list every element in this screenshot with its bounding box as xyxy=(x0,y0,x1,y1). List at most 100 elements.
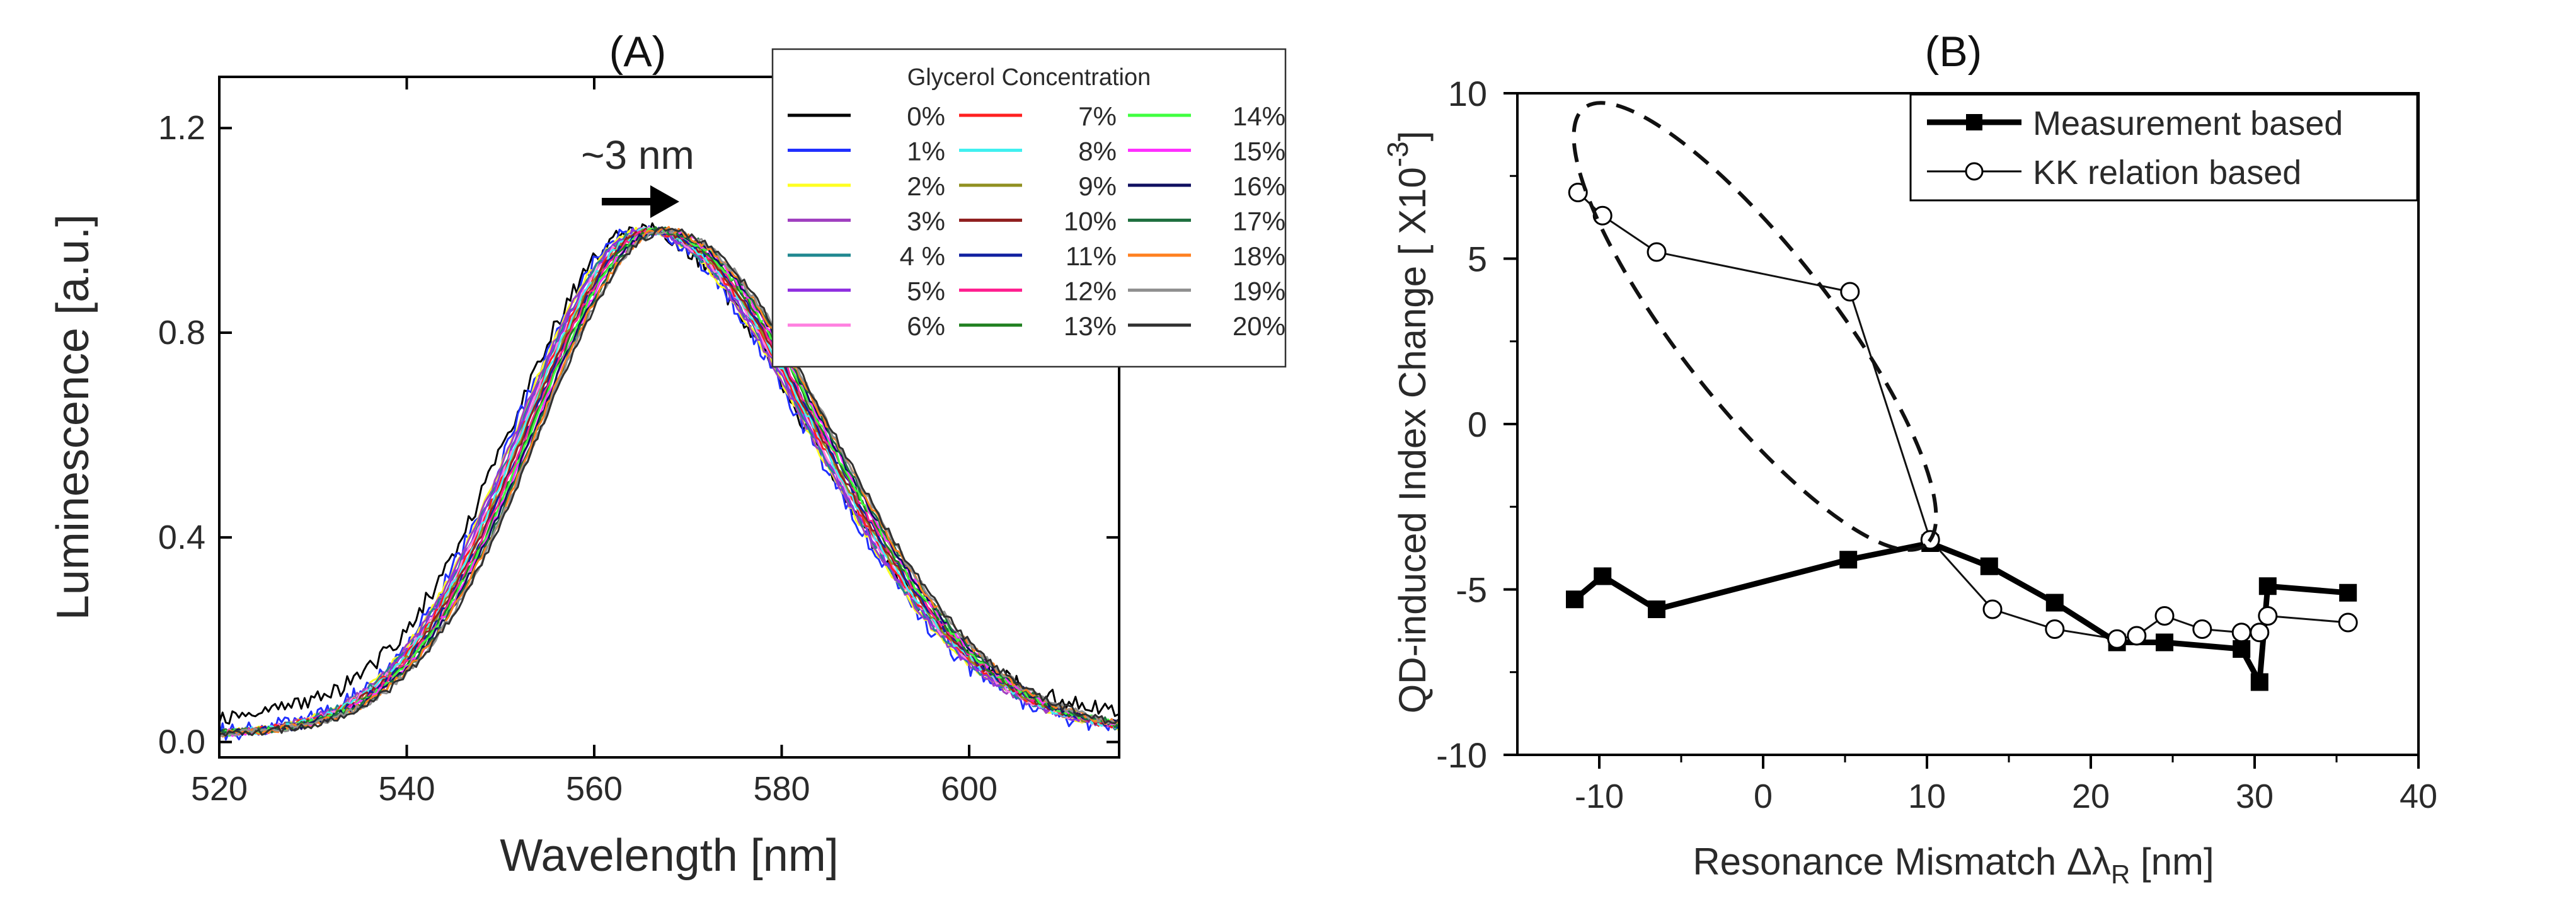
legend-entry: 11% xyxy=(959,241,1117,271)
panel-b: (B) -10 0 10 20 30 40 -10 -5 0 5 10 Measurement b… xyxy=(1381,28,2437,889)
legend-entry: 8% xyxy=(959,137,1117,166)
legend-label: 4 % xyxy=(900,241,945,271)
kk-relation-point xyxy=(2250,623,2270,643)
legend-entry: 20% xyxy=(1128,311,1285,341)
legend-entry: 10% xyxy=(959,207,1117,236)
legend-entry: 18% xyxy=(1128,241,1285,271)
measurement-point xyxy=(1594,567,1612,585)
x-tick-label: 10 xyxy=(1908,778,1946,815)
kk-relation-point xyxy=(2107,629,2127,649)
legend-entry: 17% xyxy=(1128,207,1285,236)
legend-label: 19% xyxy=(1233,277,1285,306)
panel-b-series xyxy=(1566,183,2358,691)
legend-label: 0% xyxy=(907,101,945,131)
kk-relation-point xyxy=(2258,606,2278,626)
legend-label: 7% xyxy=(1078,101,1117,131)
x-tick-label: 580 xyxy=(753,770,810,808)
x-tick-label: -10 xyxy=(1575,778,1624,815)
kk-relation-point xyxy=(1568,183,1588,202)
y-tick-label: 0 xyxy=(1468,405,1487,444)
x-tick-label: 560 xyxy=(566,770,623,808)
panel-a-plot-frame xyxy=(218,76,1120,759)
measurement-point xyxy=(2045,594,2064,612)
panel-b-label: (B) xyxy=(1925,28,1982,76)
kk-relation-point xyxy=(2231,623,2251,643)
legend-box xyxy=(771,48,1287,368)
legend-label: 11% xyxy=(1066,241,1117,271)
measurement-point xyxy=(1566,590,1584,609)
measurement-point xyxy=(2156,633,2173,652)
kk-relation-point xyxy=(1982,599,2003,619)
legend-entry: 13% xyxy=(959,311,1117,341)
legend-entry: 9% xyxy=(959,171,1117,201)
panel-a-curves xyxy=(218,222,1119,741)
panel-b-y-axis-label: QD-induced Index Change [ X10-3] xyxy=(1381,131,1434,714)
square-marker-icon xyxy=(1966,114,1982,130)
circle-marker-icon xyxy=(1965,162,1984,181)
legend-label-kk: KK relation based xyxy=(2033,154,2301,192)
legend-entry: 16% xyxy=(1128,171,1285,201)
measurement-point xyxy=(1648,600,1665,618)
legend-entry: 6% xyxy=(788,311,945,341)
measurement-point xyxy=(1839,551,1858,569)
y-tick-label: 0.8 xyxy=(158,314,205,352)
y-tick-label: -5 xyxy=(1456,570,1487,610)
legend-label: 5% xyxy=(907,277,945,306)
panel-a-x-axis-label: Wavelength [nm] xyxy=(500,830,839,881)
x-tick-label: 40 xyxy=(2400,778,2437,815)
measurement-line xyxy=(1573,540,2349,685)
legend-title: Glycerol Concentration xyxy=(907,64,1151,91)
panel-a-y-ticks: 0.0 0.4 0.8 1.2 xyxy=(158,109,1119,761)
legend-label: 20% xyxy=(1233,311,1285,341)
legend-entry-measurement: Measurement based xyxy=(1927,105,2343,142)
x-tick-label: 0 xyxy=(1754,778,1773,815)
legend-entry: 2% xyxy=(788,171,945,201)
legend-label: 8% xyxy=(1078,137,1117,166)
panel-a-legend: Glycerol Concentration 0% 1% 2% 3% 4 % 5% 6% 7%… xyxy=(771,48,1287,368)
legend-label: 14% xyxy=(1233,101,1285,131)
legend-label: 6% xyxy=(907,311,945,341)
legend-label: 16% xyxy=(1233,171,1285,201)
y-tick-label: 0.4 xyxy=(158,519,205,556)
panel-b-x-axis-label: Resonance Mismatch ΔλR [nm] xyxy=(1693,841,2214,889)
panel-b-legend-box xyxy=(1909,93,2418,202)
x-tick-label: 20 xyxy=(2072,778,2110,815)
kk-relation-point xyxy=(1840,282,1860,302)
kk-relation-point xyxy=(2192,619,2212,639)
panel-a-x-ticks: 520 540 560 580 600 xyxy=(191,77,998,808)
legend-entry: 5% xyxy=(788,277,945,306)
panel-b-x-ticks: -10 0 10 20 30 40 xyxy=(1575,755,2437,815)
legend-label: 9% xyxy=(1078,171,1117,201)
legend-entry: 14% xyxy=(1128,101,1285,131)
x-tick-label: 520 xyxy=(191,770,248,808)
legend-entry: 12% xyxy=(959,277,1117,306)
kk-relation-line xyxy=(1577,192,2349,640)
x-tick-label: 30 xyxy=(2236,778,2274,815)
legend-label: 12% xyxy=(1064,277,1117,306)
x-tick-label: 600 xyxy=(941,770,998,808)
kk-relation-point xyxy=(2154,606,2175,626)
legend-label: 10% xyxy=(1064,207,1117,236)
luminescence-curve xyxy=(219,226,1119,737)
legend-label: 18% xyxy=(1233,241,1285,271)
kk-relation-point xyxy=(2338,612,2358,633)
panel-b-y-ticks: -10 -5 0 5 10 xyxy=(1436,74,1517,775)
legend-label: 2% xyxy=(907,171,945,201)
panel-a: (A) 520 540 560 580 600 0.0 0.4 0.8 1.2 Wavelen… xyxy=(48,28,1287,881)
legend-entry: 7% xyxy=(959,101,1117,131)
legend-label: 1% xyxy=(907,137,945,166)
legend-entries: 0% 1% 2% 3% 4 % 5% 6% 7% 8% 9% 10% 11% 12% 13% 14% 15% 1… xyxy=(788,101,1285,341)
panel-b-legend: Measurement based KK relation based xyxy=(1909,93,2418,202)
measurement-point xyxy=(2233,640,2251,658)
panel-a-label: (A) xyxy=(609,28,667,76)
measurement-point xyxy=(2258,577,2277,595)
measurement-point xyxy=(1980,557,1998,575)
shift-annotation-arrow xyxy=(602,185,679,218)
y-tick-label: 5 xyxy=(1468,239,1487,279)
y-tick-label: -10 xyxy=(1436,735,1487,775)
y-tick-label: 0.0 xyxy=(158,723,205,761)
legend-entry: 3% xyxy=(788,207,945,236)
y-tick-label: 10 xyxy=(1448,74,1487,113)
legend-label: 15% xyxy=(1233,137,1285,166)
